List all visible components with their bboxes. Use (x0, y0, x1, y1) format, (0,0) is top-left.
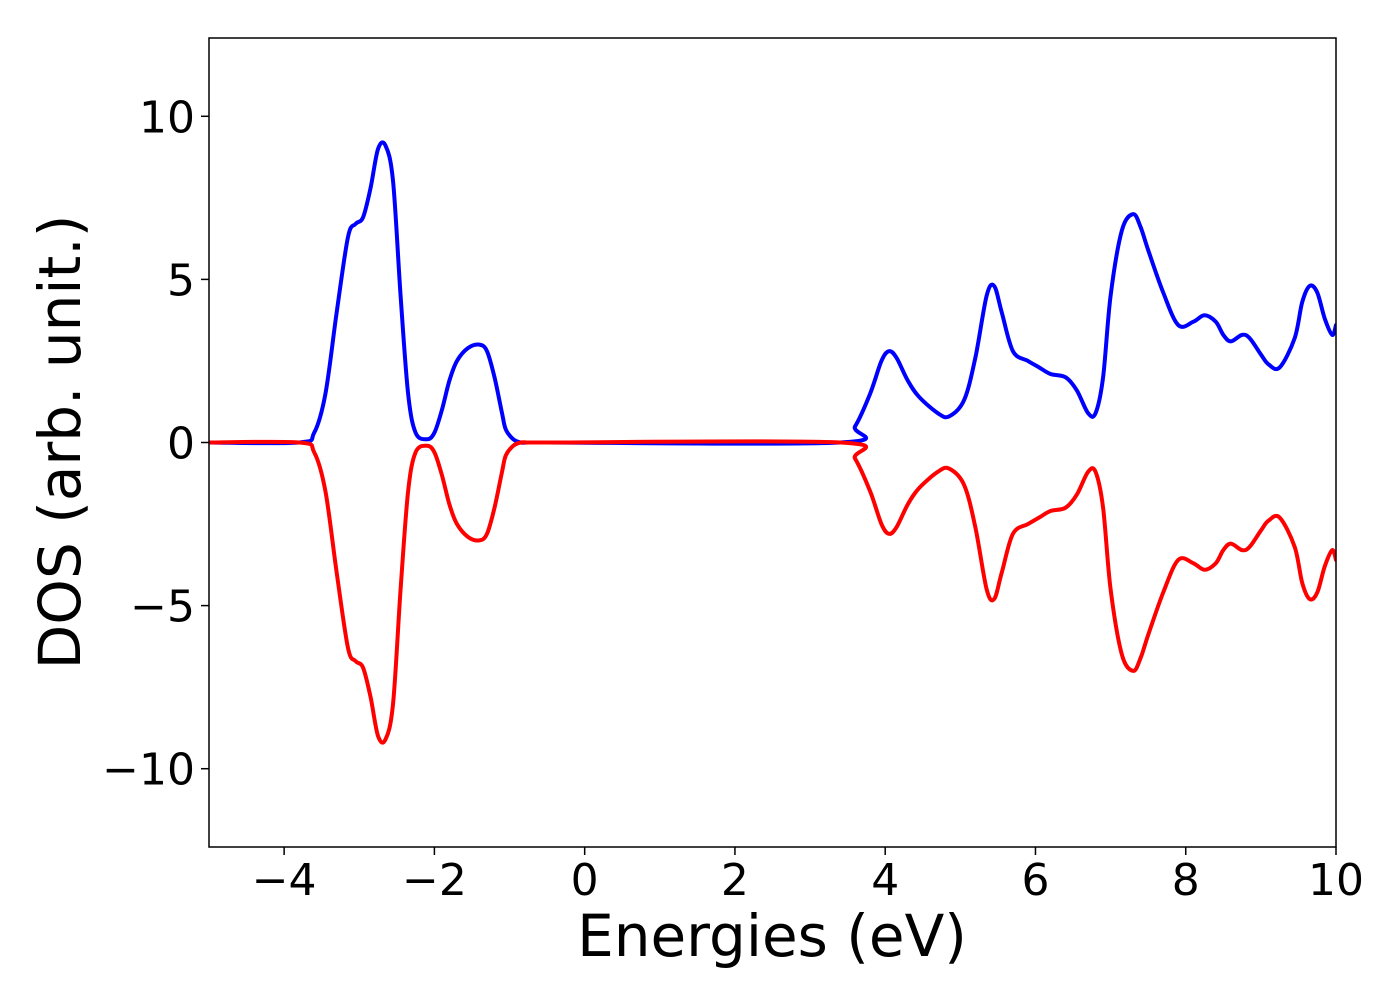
x-tick-label: 8 (1172, 855, 1200, 906)
y-tick-label: 0 (167, 419, 195, 470)
y-axis-label: DOS (arb. unit.) (26, 215, 94, 670)
y-axis: −10 −5 0 5 10 (102, 92, 209, 796)
y-tick-label: 5 (167, 255, 195, 306)
x-axis-label: Energies (eV) (577, 902, 967, 970)
x-tick-label: 10 (1308, 855, 1364, 906)
x-axis: −4 −2 0 2 4 6 8 10 (252, 847, 1364, 906)
y-tick-label: 10 (139, 92, 195, 143)
dos-series-2 (209, 439, 1336, 745)
x-tick-label: 0 (571, 855, 599, 906)
y-tick-label: −10 (102, 745, 195, 796)
x-tick-label: −4 (252, 855, 317, 906)
x-tick-label: 6 (1021, 855, 1049, 906)
series-layer (209, 140, 1336, 745)
x-tick-label: 4 (871, 855, 899, 906)
x-tick-label: −2 (402, 855, 467, 906)
dos-series-1 (209, 140, 1336, 446)
y-tick-label: −5 (130, 582, 195, 633)
x-tick-label: 2 (721, 855, 749, 906)
